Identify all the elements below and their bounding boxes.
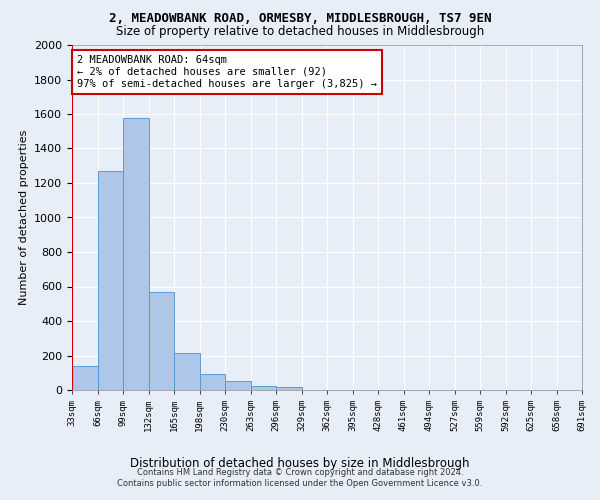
Text: Size of property relative to detached houses in Middlesbrough: Size of property relative to detached ho… — [116, 25, 484, 38]
Bar — [199, 374, 225, 390]
Text: 2 MEADOWBANK ROAD: 64sqm
← 2% of detached houses are smaller (92)
97% of semi-de: 2 MEADOWBANK ROAD: 64sqm ← 2% of detache… — [77, 56, 377, 88]
Text: Contains HM Land Registry data © Crown copyright and database right 2024.
Contai: Contains HM Land Registry data © Crown c… — [118, 468, 482, 487]
Bar — [72, 366, 97, 390]
Bar — [225, 382, 251, 390]
Text: Distribution of detached houses by size in Middlesbrough: Distribution of detached houses by size … — [130, 458, 470, 470]
Bar — [251, 386, 276, 390]
Text: 2, MEADOWBANK ROAD, ORMESBY, MIDDLESBROUGH, TS7 9EN: 2, MEADOWBANK ROAD, ORMESBY, MIDDLESBROU… — [109, 12, 491, 26]
Bar — [123, 118, 149, 390]
Y-axis label: Number of detached properties: Number of detached properties — [19, 130, 29, 305]
Bar — [97, 171, 123, 390]
Bar — [174, 353, 199, 390]
Bar — [276, 388, 302, 390]
Bar — [149, 292, 174, 390]
